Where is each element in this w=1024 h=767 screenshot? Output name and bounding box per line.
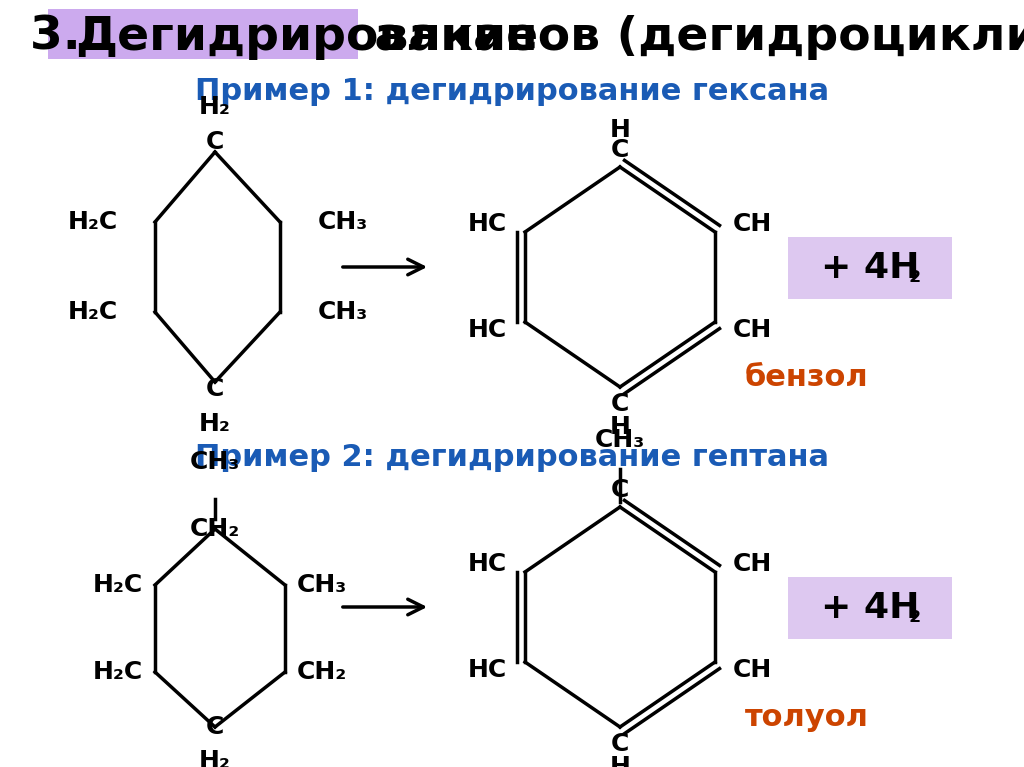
- Text: H: H: [609, 118, 631, 142]
- Text: CH₃: CH₃: [318, 210, 369, 234]
- Text: C: C: [610, 392, 629, 416]
- Text: CH₃: CH₃: [297, 573, 347, 597]
- Text: H₂C: H₂C: [93, 573, 143, 597]
- Text: H: H: [609, 415, 631, 439]
- Text: Дегидрирование: Дегидрирование: [75, 15, 539, 60]
- Text: HC: HC: [468, 658, 507, 682]
- Text: H₂C: H₂C: [68, 300, 118, 324]
- Text: ₂: ₂: [908, 600, 921, 628]
- Text: H₂: H₂: [199, 95, 231, 119]
- Text: CH: CH: [733, 212, 772, 236]
- Text: H₂C: H₂C: [93, 660, 143, 684]
- Text: + 4H: + 4H: [821, 591, 920, 625]
- Text: HC: HC: [468, 318, 507, 342]
- Text: CH₂: CH₂: [189, 517, 240, 541]
- FancyBboxPatch shape: [788, 237, 952, 299]
- Text: CH: CH: [733, 552, 772, 576]
- Text: H: H: [609, 755, 631, 767]
- Text: CH₃: CH₃: [595, 428, 645, 452]
- Text: HC: HC: [468, 212, 507, 236]
- Text: 3.: 3.: [30, 15, 97, 60]
- Text: C: C: [610, 478, 629, 502]
- Text: H₂C: H₂C: [68, 210, 118, 234]
- Text: алканов (дегидроциклизация): алканов (дегидроциклизация): [358, 15, 1024, 60]
- FancyBboxPatch shape: [48, 9, 358, 59]
- Text: C: C: [206, 377, 224, 401]
- Text: CH₂: CH₂: [297, 660, 347, 684]
- Text: H₂: H₂: [199, 412, 231, 436]
- Text: CH₃: CH₃: [318, 300, 369, 324]
- Text: + 4H: + 4H: [821, 251, 920, 285]
- FancyBboxPatch shape: [788, 577, 952, 639]
- Text: C: C: [206, 715, 224, 739]
- Text: C: C: [610, 732, 629, 756]
- Text: Пример 1: дегидрирование гексана: Пример 1: дегидрирование гексана: [195, 77, 829, 107]
- Text: ₂: ₂: [908, 260, 921, 288]
- Text: CH₃: CH₃: [189, 450, 240, 474]
- Text: HC: HC: [468, 552, 507, 576]
- Text: толуол: толуол: [745, 703, 869, 732]
- Text: бензол: бензол: [745, 363, 868, 391]
- Text: CH: CH: [733, 318, 772, 342]
- Text: Пример 2: дегидрирование гептана: Пример 2: дегидрирование гептана: [195, 443, 829, 472]
- Text: H₂: H₂: [199, 749, 231, 767]
- Text: C: C: [206, 130, 224, 154]
- Text: CH: CH: [733, 658, 772, 682]
- Text: C: C: [610, 138, 629, 162]
